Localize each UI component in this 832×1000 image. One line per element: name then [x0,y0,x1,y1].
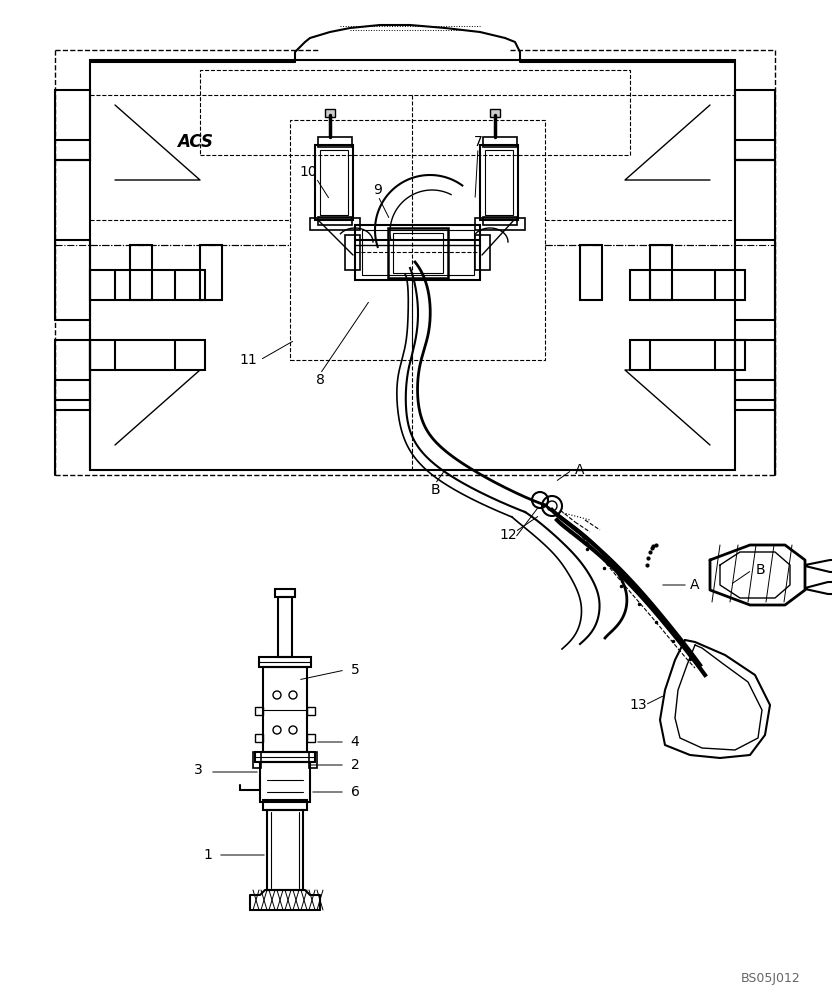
Bar [580,245,602,300]
Bar [309,752,317,768]
Bar [200,70,630,155]
Text: 8: 8 [315,373,324,387]
Bar [275,589,295,597]
Bar [307,707,315,715]
Bar [393,233,443,273]
Text: 12: 12 [499,528,517,542]
Text: 11: 11 [239,353,257,367]
Text: BS05J012: BS05J012 [740,972,800,985]
Bar [55,340,90,410]
Bar [200,245,222,300]
Bar [480,145,518,220]
Bar [483,137,517,147]
Text: 9: 9 [374,183,383,197]
Bar [320,150,348,215]
Text: A: A [575,463,585,477]
Bar [325,109,335,117]
Bar [490,109,500,117]
Text: 6: 6 [350,785,359,799]
Text: 7: 7 [473,135,483,149]
Bar [735,90,775,160]
Bar [310,218,360,230]
Bar [735,340,775,410]
Text: 2: 2 [350,758,359,772]
Bar [130,245,152,300]
Bar [263,800,307,810]
Bar [263,667,307,752]
Bar [255,752,315,762]
Bar [90,340,205,370]
Bar [259,657,311,667]
Text: 10: 10 [300,165,317,179]
Text: A: A [691,578,700,592]
Bar [90,270,205,300]
Text: 13: 13 [629,698,646,712]
Bar [260,762,310,802]
Bar [318,137,352,147]
Text: 5: 5 [350,663,359,677]
Text: ACS: ACS [177,133,213,151]
Bar [278,597,292,657]
Bar [253,752,261,768]
Bar [345,235,360,270]
Bar [388,228,448,278]
Bar [267,810,303,890]
Bar [307,734,315,742]
Bar [318,217,352,225]
Bar [475,218,525,230]
Bar [630,340,745,370]
Bar [355,225,480,280]
Text: B: B [755,563,765,577]
Bar [315,145,353,220]
Bar [630,270,745,300]
Text: 4: 4 [350,735,359,749]
Bar [485,150,513,215]
Bar [290,120,545,360]
Bar [55,90,90,160]
Text: 1: 1 [204,848,212,862]
Bar [483,217,517,225]
Bar [650,245,672,300]
Bar [475,235,490,270]
Text: B: B [430,483,440,497]
Bar [255,734,263,742]
Bar [255,707,263,715]
Bar [90,60,735,470]
Bar [362,230,474,275]
Text: 3: 3 [194,763,202,777]
